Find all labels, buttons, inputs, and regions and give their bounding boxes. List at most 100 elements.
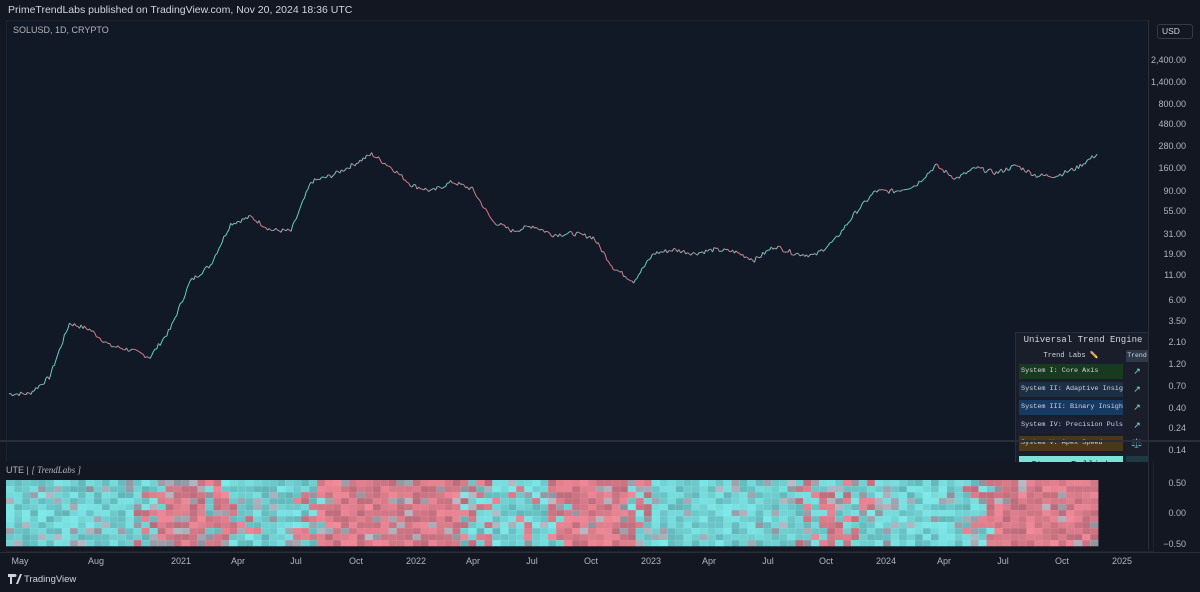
- heatmap-cell: [1002, 486, 1011, 493]
- price-segment: [1007, 169, 1010, 171]
- price-segment: [1027, 169, 1031, 172]
- price-chart[interactable]: [7, 21, 1155, 461]
- heatmap-cell: [683, 528, 692, 535]
- heatmap-cell: [898, 498, 908, 505]
- heatmap-cell: [356, 516, 366, 523]
- heatmap-cell: [771, 516, 780, 523]
- price-segment: [321, 176, 324, 179]
- heatmap-cell: [6, 516, 15, 523]
- price-segment: [559, 233, 562, 237]
- heatmap-cell: [906, 504, 916, 511]
- heatmap-cell: [13, 498, 23, 505]
- heatmap-cell: [109, 522, 118, 529]
- heatmap-cell: [723, 516, 732, 523]
- heatmap-cell: [667, 492, 676, 499]
- price-axis[interactable]: USD 2,400.00 1,400.00 800.00 480.00 280.00 16…: [1148, 20, 1200, 460]
- heatmap-cell: [157, 492, 166, 499]
- heatmap-cell: [532, 510, 541, 517]
- heatmap-cell: [595, 492, 605, 499]
- heatmap-cell: [747, 486, 756, 493]
- heatmap-cell: [795, 486, 804, 493]
- indicator-pane[interactable]: UTE | [ TrendLabs ]: [0, 462, 1148, 550]
- symbol-info[interactable]: SOLUSD, 1D, CRYPTO: [13, 25, 109, 35]
- heatmap-cell: [316, 540, 326, 547]
- heatmap-cell: [914, 492, 924, 499]
- heatmap-cell: [906, 480, 916, 487]
- heatmap-cell: [731, 510, 740, 517]
- pane-divider[interactable]: [0, 440, 1200, 442]
- heatmap-cell: [157, 540, 166, 547]
- heatmap-cell: [261, 480, 270, 487]
- heatmap-cell: [1066, 498, 1075, 505]
- heatmap-cell: [364, 522, 374, 529]
- price-segment: [965, 171, 969, 175]
- heatmap-cell: [93, 516, 103, 523]
- heatmap-cell: [516, 498, 525, 505]
- time-axis[interactable]: May Aug 2021 Apr Jul Oct 2022 Apr Jul Oct 2023 Apr J…: [0, 552, 1200, 568]
- heatmap-cell: [603, 522, 613, 529]
- currency-button[interactable]: USD: [1157, 24, 1193, 39]
- heatmap-cell: [731, 504, 740, 511]
- heatmap-cell: [165, 480, 174, 487]
- heatmap-cell: [428, 528, 437, 535]
- heatmap-cell: [659, 516, 668, 523]
- heatmap-cell: [1042, 540, 1051, 547]
- heatmap-cell: [1066, 510, 1075, 517]
- heatmap-cell: [1042, 504, 1051, 511]
- heatmap-cell: [500, 540, 509, 547]
- heatmap-cell: [1090, 516, 1099, 523]
- heatmap-cell: [691, 522, 700, 529]
- heatmap-cell: [874, 492, 884, 499]
- heatmap-cell: [882, 522, 892, 529]
- heatmap-cell: [157, 528, 166, 535]
- price-segment: [547, 231, 550, 234]
- heatmap-cell: [516, 504, 525, 511]
- heatmap-cell: [779, 534, 788, 541]
- heatmap-cell: [149, 516, 158, 523]
- price-segment: [789, 249, 792, 255]
- heatmap-cell: [691, 516, 700, 523]
- heatmap-cell: [165, 522, 174, 529]
- heatmap-cell: [292, 504, 302, 511]
- heatmap-cell: [173, 522, 182, 529]
- heatmap-cell: [284, 504, 294, 511]
- heatmap-cell: [579, 480, 589, 487]
- heatmap-cell: [994, 480, 1003, 487]
- price-segment: [149, 355, 153, 359]
- heatmap-cell: [213, 504, 222, 511]
- heatmap-cell: [101, 516, 111, 523]
- heatmap-cell: [946, 534, 955, 541]
- heatmap-cell: [205, 480, 214, 487]
- heatmap-cell: [954, 534, 963, 541]
- heatmap-cell: [253, 522, 262, 529]
- heatmap-cell: [300, 516, 310, 523]
- price-segment: [542, 229, 546, 233]
- heatmap-cell: [460, 516, 469, 523]
- heatmap-cell: [842, 486, 852, 493]
- heatmap-cell: [93, 510, 103, 517]
- heatmap-cell: [571, 492, 581, 499]
- heatmap-cell: [109, 504, 118, 511]
- heatmap-cell: [404, 516, 413, 523]
- heatmap-cell: [181, 510, 190, 517]
- heatmap-cell: [667, 486, 676, 493]
- indicator-axis[interactable]: 0.50 0.00 −0.50: [1148, 462, 1200, 550]
- heatmap-cell: [1034, 492, 1043, 499]
- indicator-label[interactable]: UTE | [ TrendLabs ]: [6, 465, 81, 475]
- heatmap-cell: [826, 510, 836, 517]
- heatmap-cell: [962, 486, 971, 493]
- heatmap-cell: [261, 522, 270, 529]
- heatmap-cell: [1034, 540, 1043, 547]
- heatmap-cell: [1082, 510, 1091, 517]
- heatmap-cell: [492, 498, 501, 505]
- heatmap-cell: [29, 534, 39, 541]
- heatmap-cell: [261, 504, 270, 511]
- heatmap-cell: [723, 510, 732, 517]
- heatmap-cell: [53, 498, 63, 505]
- main-chart-pane[interactable]: SOLUSD, 1D, CRYPTO Universal Trend Engin…: [7, 21, 1155, 474]
- heatmap-cell: [954, 492, 963, 499]
- heatmap-cell: [1050, 516, 1059, 523]
- heatmap-cell: [53, 492, 63, 499]
- heatmap-cell: [978, 486, 987, 493]
- price-segment: [134, 348, 137, 351]
